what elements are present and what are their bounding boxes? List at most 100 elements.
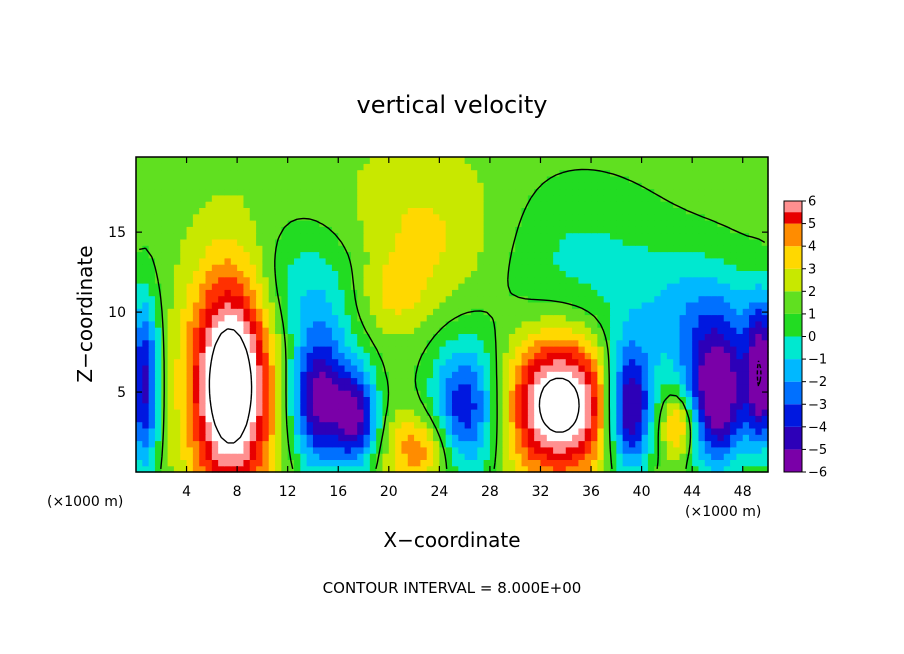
field-cell (262, 283, 270, 290)
field-cell (262, 390, 270, 397)
field-cell (603, 238, 611, 246)
field-cell (578, 434, 586, 442)
field-cell (331, 251, 339, 259)
field-cell (540, 289, 548, 297)
field-cell (489, 169, 497, 177)
field-cell (148, 333, 156, 341)
field-cell (230, 453, 238, 460)
field-cell (230, 459, 238, 467)
field-cell (452, 182, 459, 190)
field-cell (496, 453, 504, 460)
field-cell (628, 289, 636, 297)
field-cell (439, 175, 447, 183)
field-cell (439, 270, 447, 278)
field-cell (502, 169, 510, 177)
field-cell (572, 383, 579, 391)
field-cell (312, 207, 320, 215)
field-cell (312, 308, 320, 316)
field-cell (515, 220, 523, 227)
field-cell (470, 182, 478, 190)
field-cell (136, 232, 143, 240)
field-cell (395, 182, 403, 190)
field-cell (736, 409, 744, 416)
field-cell (237, 396, 245, 404)
field-cell (572, 264, 579, 271)
field-cell (496, 182, 504, 190)
field-cell (154, 465, 162, 473)
field-cell (508, 257, 516, 265)
field-cell (205, 201, 213, 208)
field-cell (369, 434, 377, 442)
field-cell (407, 327, 415, 334)
field-cell (300, 270, 308, 278)
field-cell (192, 402, 200, 410)
field-cell (761, 427, 769, 435)
field-cell (755, 232, 763, 240)
field-cell (287, 163, 295, 171)
field-cell (496, 383, 504, 391)
field-cell (224, 453, 232, 460)
field-cell (401, 301, 409, 309)
field-cell (256, 264, 263, 271)
field-cell (546, 245, 554, 253)
field-cell (319, 364, 327, 372)
field-cell (578, 314, 586, 322)
field-cell (344, 390, 352, 397)
field-cell (369, 427, 377, 435)
field-cell (161, 327, 169, 334)
field-cell (218, 175, 226, 183)
field-cell (211, 371, 219, 379)
field-cell (742, 333, 750, 341)
field-cell (515, 459, 523, 467)
field-cell (489, 157, 497, 164)
field-cell (173, 245, 181, 253)
field-cell (578, 270, 586, 278)
field-cell (186, 339, 194, 347)
field-cell (736, 301, 744, 309)
field-cell (717, 352, 725, 360)
field-cell (755, 301, 763, 309)
field-cell (742, 440, 750, 448)
field-cell (167, 421, 175, 429)
field-cell (584, 264, 592, 271)
field-cell (420, 163, 428, 171)
field-cell (654, 251, 662, 259)
field-cell (496, 415, 504, 423)
field-cell (755, 238, 763, 246)
field-cell (660, 226, 668, 234)
field-cell (534, 327, 542, 334)
field-cell (173, 427, 181, 435)
field-cell (325, 182, 333, 190)
field-cell (363, 238, 371, 246)
field-cell (186, 232, 194, 240)
field-cell (230, 226, 238, 234)
field-cell (319, 409, 327, 416)
field-cell (711, 440, 719, 448)
field-cell (565, 364, 573, 372)
field-cell (249, 459, 257, 467)
field-cell (161, 421, 169, 429)
field-cell (350, 264, 358, 271)
field-cell (382, 175, 390, 183)
field-cell (154, 314, 162, 322)
field-cell (730, 421, 737, 429)
field-cell (262, 232, 270, 240)
field-cell (603, 377, 611, 385)
field-cell (749, 182, 756, 190)
field-cell (281, 352, 289, 360)
field-cell (717, 402, 725, 410)
field-cell (167, 453, 175, 460)
field-cell (534, 245, 542, 253)
field-cell (186, 352, 194, 360)
field-cell (452, 169, 459, 177)
field-cell (515, 289, 523, 297)
field-cell (610, 245, 617, 253)
field-cell (287, 207, 295, 215)
field-cell (211, 194, 219, 202)
field-cell (331, 226, 339, 234)
field-cell (458, 402, 466, 410)
field-cell (521, 289, 529, 297)
field-cell (306, 283, 314, 290)
field-cell (572, 194, 579, 202)
field-cell (426, 264, 434, 271)
